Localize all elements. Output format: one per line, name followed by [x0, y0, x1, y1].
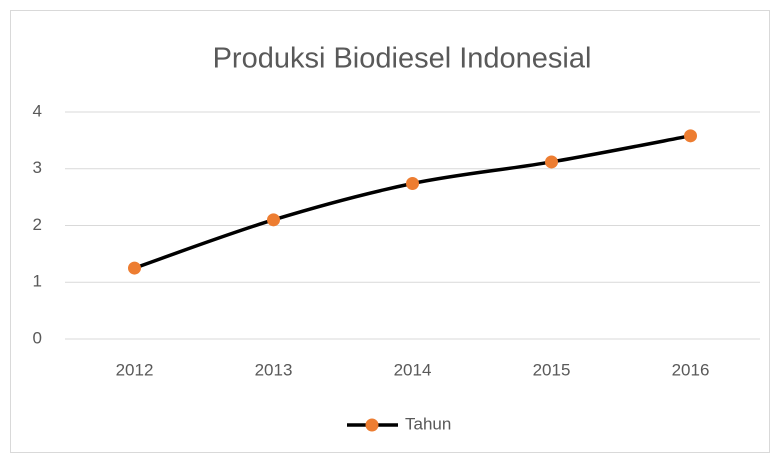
data-point: [545, 155, 558, 169]
chart-border: [10, 10, 770, 453]
data-point: [128, 261, 141, 275]
x-tick-label: 2016: [672, 360, 710, 379]
legend-marker: [365, 418, 379, 432]
data-point: [267, 213, 280, 227]
y-tick-label: 3: [33, 158, 42, 177]
x-tick-label: 2012: [116, 360, 154, 379]
y-tick-label: 4: [33, 101, 42, 120]
y-tick-label: 0: [33, 328, 42, 347]
x-tick-label: 2013: [255, 360, 293, 379]
chart-title: Produksi Biodiesel Indonesial: [213, 43, 592, 75]
data-point: [684, 129, 697, 143]
y-tick-label: 1: [33, 272, 42, 291]
y-tick-label: 2: [33, 215, 42, 234]
legend-label: Tahun: [405, 414, 451, 433]
x-tick-label: 2014: [394, 360, 432, 379]
data-point: [406, 177, 419, 191]
x-tick-label: 2015: [533, 360, 571, 379]
